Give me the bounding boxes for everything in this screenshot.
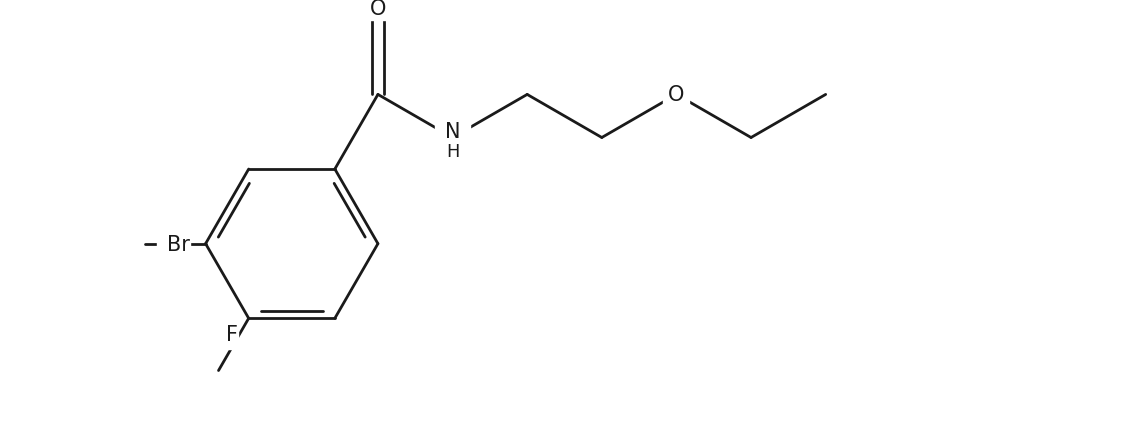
Text: H: H	[446, 143, 460, 161]
Bar	[436, 118, 470, 166]
Text: F: F	[226, 324, 238, 344]
Text: O: O	[669, 85, 684, 105]
Text: N: N	[445, 121, 461, 141]
Bar	[664, 83, 689, 107]
Bar	[219, 319, 238, 349]
Text: O: O	[370, 0, 386, 19]
Text: Br: Br	[167, 234, 190, 254]
Bar	[365, 0, 390, 21]
Bar	[158, 229, 190, 259]
